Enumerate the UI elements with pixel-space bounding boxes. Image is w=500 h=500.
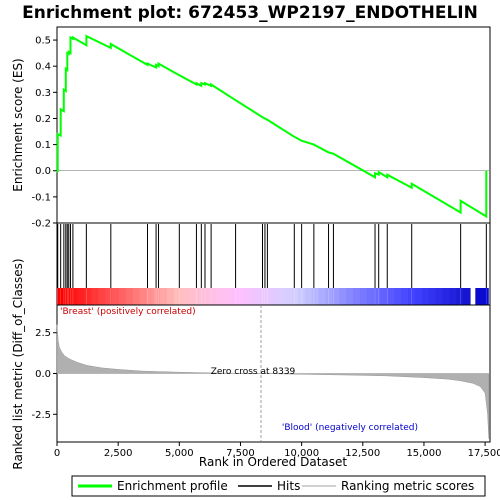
x-tick-label: 7,500 xyxy=(226,448,255,459)
legend-es-label: Enrichment profile xyxy=(117,479,228,493)
x-tick-label: 10,000 xyxy=(284,448,319,459)
es-tick-label: -0.2 xyxy=(31,219,51,230)
hits-panel xyxy=(57,224,489,305)
es-tick-label: 0.4 xyxy=(35,62,51,73)
x-axis: 0 2,500 5,000 7,500 10,000 12,500 15,000 17,500 xyxy=(54,442,500,459)
band-segment xyxy=(187,288,196,305)
band-segment xyxy=(277,288,285,305)
band-segment xyxy=(70,288,79,305)
band-segment xyxy=(394,288,402,305)
es-panel-frame xyxy=(56,26,491,224)
x-tick-label: 12,500 xyxy=(345,448,380,459)
band-segment xyxy=(146,288,154,305)
band-segment xyxy=(318,288,327,305)
band-segment xyxy=(428,288,437,305)
band-segment xyxy=(414,288,423,305)
x-tick-label: 2,500 xyxy=(104,448,133,459)
band-segment xyxy=(235,288,244,305)
es-tick-label: -0.1 xyxy=(31,192,51,203)
band-segment xyxy=(105,288,113,305)
band-segment xyxy=(475,288,489,305)
band-segment xyxy=(346,288,354,305)
es-tick-label: 0.0 xyxy=(35,166,51,177)
band-segment xyxy=(139,288,148,305)
band-segment xyxy=(297,288,306,305)
band-segment xyxy=(112,288,120,305)
band-segment xyxy=(194,288,203,305)
x-tick-label: 5,000 xyxy=(165,448,194,459)
band-segment xyxy=(160,288,168,305)
band-segment xyxy=(77,288,86,305)
band-segment xyxy=(57,288,65,305)
band-segment xyxy=(174,288,182,305)
band-segment xyxy=(332,288,340,305)
band-segment xyxy=(132,288,141,305)
band-segment xyxy=(222,288,230,305)
band-segment xyxy=(401,288,409,305)
band-segment xyxy=(352,288,361,305)
band-segment xyxy=(373,288,382,305)
legend-hits-label: Hits xyxy=(277,479,300,493)
band-segment xyxy=(63,288,72,305)
band-segment xyxy=(449,288,457,305)
band-segment xyxy=(339,288,347,305)
band-segment xyxy=(249,288,258,305)
band-segment xyxy=(270,288,278,305)
metric-ylabel: Ranked list metric (Diff_of_Classes) xyxy=(11,258,25,469)
x-tick-label: 15,000 xyxy=(406,448,441,459)
es-curve-series xyxy=(56,34,488,219)
x-tick-label: 17,500 xyxy=(468,448,500,459)
band-segment xyxy=(263,288,271,305)
es-tick-label: 0.3 xyxy=(35,88,51,99)
band-segment xyxy=(84,288,93,305)
band-segment xyxy=(408,288,416,305)
zero-cross-label: Zero cross at 8339 xyxy=(211,367,296,377)
metric-tick-label: -2.5 xyxy=(31,410,51,421)
band-segment xyxy=(125,288,134,305)
band-segment xyxy=(98,288,106,305)
band-segment xyxy=(167,288,175,305)
band-segment xyxy=(242,288,251,305)
es-ylabel: Enrichment score (ES) xyxy=(11,58,25,191)
band-segment xyxy=(311,288,320,305)
band-segment xyxy=(118,288,127,305)
band-segment xyxy=(359,288,368,305)
band-segment xyxy=(325,288,333,305)
legend-metric-label: Ranking metric scores xyxy=(341,479,474,493)
x-axis-label: Rank in Ordered Dataset xyxy=(199,455,347,469)
band-segment xyxy=(456,288,464,305)
neg-label: 'Blood' (negatively correlated) xyxy=(282,423,418,433)
band-segment xyxy=(153,288,161,305)
es-panel: -0.2 -0.1 0.0 0.1 0.2 0.3 0.4 0.5 xyxy=(31,34,490,230)
band-segment xyxy=(208,288,216,305)
chart-title: Enrichment plot: 672453_WP2197_ENDOTHELI… xyxy=(22,3,478,23)
pos-label: 'Breast' (positively correlated) xyxy=(60,307,196,317)
es-tick-label: 0.2 xyxy=(35,114,51,125)
band-segment xyxy=(201,288,210,305)
band-segment xyxy=(435,288,444,305)
legend-box xyxy=(71,475,486,497)
band-segment xyxy=(91,288,99,305)
metric-area-series xyxy=(56,324,490,439)
band-segment xyxy=(463,288,471,305)
band-segment xyxy=(387,288,395,305)
band-segment xyxy=(229,288,237,305)
band-segment xyxy=(215,288,223,305)
band-segment xyxy=(304,288,313,305)
band-segment xyxy=(180,288,189,305)
band-segment xyxy=(366,288,375,305)
band-segment xyxy=(442,288,450,305)
metric-tick-label: 0.0 xyxy=(35,369,51,380)
band-segment xyxy=(421,288,430,305)
es-tick-label: 0.1 xyxy=(35,140,51,151)
band-segment xyxy=(256,288,265,305)
metric-tick-label: 2.5 xyxy=(35,328,51,339)
band-segment xyxy=(291,288,299,305)
x-tick-label: 0 xyxy=(54,448,60,459)
band-segment xyxy=(284,288,292,305)
es-tick-label: 0.5 xyxy=(35,36,51,47)
band-segment xyxy=(380,288,388,305)
metric-panel: -2.5 0.0 2.5 xyxy=(31,305,490,442)
